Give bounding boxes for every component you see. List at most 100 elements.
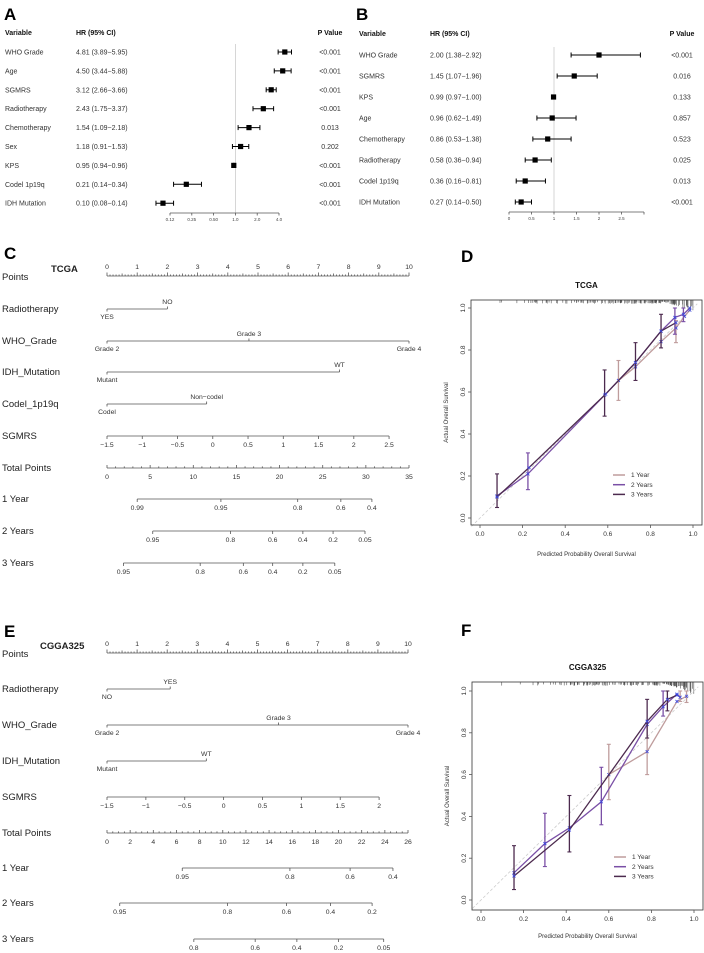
total-points-tick-label: 25 [319,474,327,481]
column-header-p-value: P Value [318,30,343,37]
x-tick-label: 1.0 [688,531,697,538]
hr-ci-text: 4.81 (3.89−5.95) [76,50,128,57]
probability-tick-label: 0.4 [268,569,278,576]
panel-label-d: D [461,247,473,266]
x-axis-label: Predicted Probability Overall Survival [538,934,637,940]
x-tick-label: 2 [598,216,601,221]
nomogram-row: 3 Years 0.8 0.6 0.4 0.2 0.05 [2,934,391,952]
scale-tick-label: −1.5 [100,442,114,449]
y-tick-label: 1.0 [460,303,467,312]
data-point [688,306,692,310]
cohort-title: CGGA325 [40,641,85,652]
p-value: <0.001 [319,106,341,113]
x-tick-label: 0.5 [528,216,535,221]
hr-point [571,73,577,79]
scale-tick-label: 1.5 [314,442,324,449]
forest-row: Codel 1p19q 0.21 (0.14−0.34) <0.001 [5,181,341,189]
row-label: 2 Years [2,898,34,909]
forest-row: IDH Mutation 0.10 (0.08−0.14) <0.001 [5,200,341,208]
points-tick-label: 7 [317,264,321,271]
x-tick-label: 0.50 [209,217,218,222]
variable-name: Age [5,68,18,75]
x-tick-label: 0.2 [519,916,528,923]
panel-label-b: B [356,5,368,24]
y-tick-label: 0.6 [461,770,468,779]
variable-name: SGMRS [5,87,31,94]
hr-ci-text: 0.96 (0.62−1.49) [430,116,482,123]
probability-tick-label: 0.4 [326,909,336,916]
forest-row: Chemotherapy 1.54 (1.09−2.18) 0.013 [5,125,339,132]
nomogram-row: Radiotherapy NO YES [2,679,177,701]
total-points-tick-label: 24 [381,839,389,846]
row-label: 1 Year [2,494,29,505]
scale-tick-label: −1.5 [100,803,114,810]
points-tick-label: 3 [195,641,199,648]
probability-tick-label: 0.95 [176,874,189,881]
hr-ci-text: 1.18 (0.91−1.53) [76,144,128,151]
probability-tick-label: 0.95 [214,505,227,512]
chart-title: TCGA [575,281,598,290]
row-label: Radiotherapy [2,684,59,695]
variable-name: KPS [5,163,19,170]
points-tick-label: 8 [347,264,351,271]
x-tick-label: 1.0 [232,217,239,222]
level-label: Grade 3 [237,331,262,338]
probability-tick-label: 0.2 [367,909,377,916]
hr-ci-text: 4.50 (3.44−5.88) [76,68,128,75]
row-label: Radiotherapy [2,304,59,315]
variable-name: Radiotherapy [359,158,401,165]
points-tick-label: 0 [105,641,109,648]
probability-tick-label: 0.05 [377,945,390,952]
nomogram-row: 1 Year 0.99 0.95 0.8 0.6 0.4 [2,494,377,512]
level-label: YES [100,314,114,321]
level-label: Mutant [97,377,118,384]
legend-label: 2 Years [632,864,654,871]
data-point [512,874,516,878]
hr-point [518,199,524,205]
total-points-tick-label: 22 [358,839,366,846]
x-tick-label: 0.25 [187,217,196,222]
probability-tick-label: 0.8 [223,909,233,916]
row-label: 2 Years [2,526,34,537]
total-points-tick-label: 10 [190,474,198,481]
hr-ci-text: 1.54 (1.09−2.18) [76,125,128,132]
scale-tick-label: 2 [377,803,381,810]
probability-tick-label: 0.2 [328,537,338,544]
x-tick-label: 2.0 [254,217,261,222]
forest-row: Radiotherapy 2.43 (1.75−3.37) <0.001 [5,106,341,113]
variable-name: Age [359,116,372,123]
y-axis-label: Actual Overall Survival [444,382,450,442]
points-tick-label: 4 [226,264,230,271]
level-label: Grade 4 [397,346,422,353]
data-point [633,360,638,365]
p-value: 0.013 [673,179,691,186]
scale-tick-label: 2 [352,442,356,449]
series-2-years [512,690,682,875]
forest-row: KPS 0.99 (0.97−1.00) 0.133 [359,94,691,102]
probability-tick-label: 0.6 [282,909,292,916]
row-label: Total Points [2,828,51,839]
y-tick-label: 0.2 [461,853,468,862]
nomogram-row: Points 0 1 2 3 4 5 6 7 8 9 10 [2,641,412,660]
points-tick-label: 5 [256,264,260,271]
x-tick-label: 4.0 [276,217,283,222]
forest-row: SGMRS 1.45 (1.07−1.96) 0.016 [359,73,691,81]
points-tick-label: 10 [404,641,412,648]
total-points-tick-label: 15 [233,474,241,481]
total-points-tick-label: 10 [219,839,227,846]
legend-label: 3 Years [632,874,654,881]
probability-tick-label: 0.8 [285,874,295,881]
data-point [675,699,679,704]
total-points-tick-label: 0 [105,474,109,481]
level-label: NO [162,299,172,306]
scale-tick-label: −1 [138,442,146,449]
x-tick-label: 2.5 [618,216,625,221]
x-tick-label: 0 [508,216,511,221]
probability-tick-label: 0.8 [226,537,236,544]
x-tick-label: 0.12 [166,217,175,222]
x-tick-label: 0.6 [604,916,613,923]
hr-ci-text: 0.10 (0.08−0.14) [76,201,128,208]
row-label: Points [2,272,29,283]
